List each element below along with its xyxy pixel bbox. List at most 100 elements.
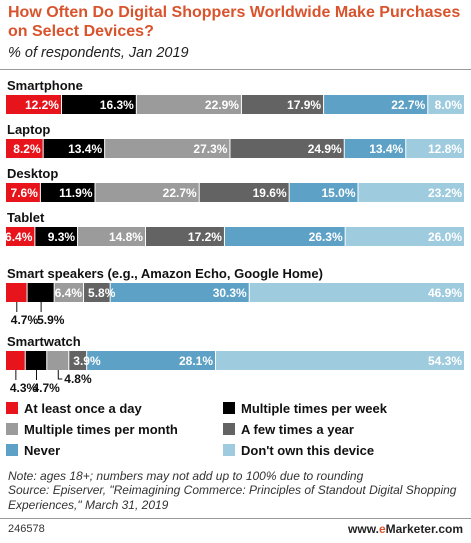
bar-segment <box>69 351 87 370</box>
legend-label: At least once a day <box>24 401 143 416</box>
bar-segment <box>406 139 464 158</box>
bar-segment <box>241 95 324 114</box>
bar-segment <box>289 183 358 202</box>
chart-note: Note: ages 18+; numbers may not add up t… <box>8 469 468 512</box>
bar-segment <box>136 95 241 114</box>
data-label: 13.4% <box>68 142 102 156</box>
category-label: Smartwatch <box>7 334 81 349</box>
data-label: 6.4% <box>5 230 33 244</box>
category-label: Tablet <box>7 210 45 225</box>
legend-label: A few times a year <box>241 422 354 437</box>
data-label: 26.0% <box>428 230 462 244</box>
bar-segment <box>95 183 199 202</box>
category-label: Desktop <box>7 166 58 181</box>
bar-segment <box>6 227 35 246</box>
bar-segment <box>27 283 54 302</box>
data-label: 17.9% <box>287 98 321 112</box>
bar-segment <box>345 227 464 246</box>
data-label: 12.2% <box>25 98 59 112</box>
bar-segment <box>40 183 95 202</box>
chart-subtitle: % of respondents, Jan 2019 <box>8 45 189 61</box>
bar-segment <box>428 95 464 114</box>
legend-swatch <box>223 423 235 435</box>
bar-segment <box>224 227 345 246</box>
brand-logo[interactable]: www.eMarketer.com <box>348 522 463 536</box>
note-text: Note: ages 18+; numbers may not add up t… <box>8 469 364 483</box>
legend-label: Multiple times per week <box>241 401 388 416</box>
bar-segment <box>54 283 84 302</box>
data-label: 22.9% <box>205 98 239 112</box>
source-text: Source: Episerver, "Reimagining Commerce… <box>8 483 457 512</box>
data-label: 30.3% <box>213 286 247 300</box>
data-label: 4.7% <box>11 313 39 327</box>
data-label: 54.3% <box>428 354 462 368</box>
bar-segment <box>6 283 27 302</box>
data-label: 7.6% <box>11 186 39 200</box>
category-label: Smart speakers (e.g., Amazon Echo, Googl… <box>7 266 323 281</box>
bar-segment <box>87 351 216 370</box>
bar-segment <box>43 139 105 158</box>
top-divider <box>0 69 471 70</box>
data-label: 13.4% <box>369 142 403 156</box>
brand-prefix: www. <box>348 522 379 536</box>
legend-label: Multiple times per month <box>24 422 178 437</box>
chart-title: How Often Do Digital Shoppers Worldwide … <box>8 4 461 40</box>
legend-swatch <box>6 402 18 414</box>
legend-swatch <box>6 444 18 456</box>
legend-swatch <box>223 444 235 456</box>
legend-swatch <box>6 423 18 435</box>
data-label: 9.3% <box>48 230 76 244</box>
bar-segment <box>35 227 78 246</box>
data-label: 46.9% <box>428 286 462 300</box>
data-label: 14.8% <box>109 230 143 244</box>
data-label: 15.0% <box>321 186 355 200</box>
bar-segment <box>25 351 47 370</box>
bar-segment <box>78 227 145 246</box>
data-label: 22.7% <box>163 186 197 200</box>
bar-segment <box>358 183 464 202</box>
data-label: 23.2% <box>428 186 462 200</box>
bar-segment <box>47 351 69 370</box>
chart-id: 246578 <box>8 523 45 535</box>
brand-e: e <box>378 522 386 536</box>
bar-segment <box>230 139 344 158</box>
bar-segment <box>61 95 136 114</box>
category-label: Smartphone <box>7 78 83 93</box>
bar-segment <box>105 139 230 158</box>
bar-segment <box>84 283 110 302</box>
data-label: 22.7% <box>391 98 425 112</box>
data-label: 27.3% <box>193 142 227 156</box>
data-label: 4.8% <box>64 372 92 386</box>
bar-segment <box>6 139 43 158</box>
data-label: 26.3% <box>309 230 343 244</box>
bar-segment <box>344 139 406 158</box>
bar-segment <box>324 95 428 114</box>
bar-segment <box>6 95 61 114</box>
brand-suffix: Marketer.com <box>385 522 463 536</box>
data-label: 19.6% <box>253 186 287 200</box>
bar-segment <box>6 183 40 202</box>
bar-segment <box>249 283 464 302</box>
data-label: 17.2% <box>188 230 222 244</box>
data-label: 12.8% <box>428 142 462 156</box>
data-label: 4.3% <box>10 381 38 395</box>
data-label: 3.9% <box>73 354 101 368</box>
category-label: Laptop <box>7 122 50 137</box>
data-label: 16.3% <box>100 98 134 112</box>
bar-segment <box>145 227 224 246</box>
bar-segment <box>110 283 249 302</box>
stacked-bar-chart: Smartphone 12.2% 16.3% 22.9% 17.9% 22.7% 8.0% L… <box>5 78 464 458</box>
data-label: 6.4% <box>55 286 83 300</box>
data-label: 8.0% <box>435 98 463 112</box>
legend-label: Don't own this device <box>241 443 374 458</box>
bar-segment <box>199 183 289 202</box>
legend-swatch <box>223 402 235 414</box>
data-label: 4.7% <box>32 381 60 395</box>
data-label: 5.8% <box>88 286 116 300</box>
bar-segment <box>6 351 25 370</box>
data-label: 5.9% <box>37 313 65 327</box>
data-label: 11.9% <box>59 186 93 200</box>
data-label: 8.2% <box>13 142 41 156</box>
data-label: 28.1% <box>179 354 213 368</box>
legend-label: Never <box>24 443 60 458</box>
